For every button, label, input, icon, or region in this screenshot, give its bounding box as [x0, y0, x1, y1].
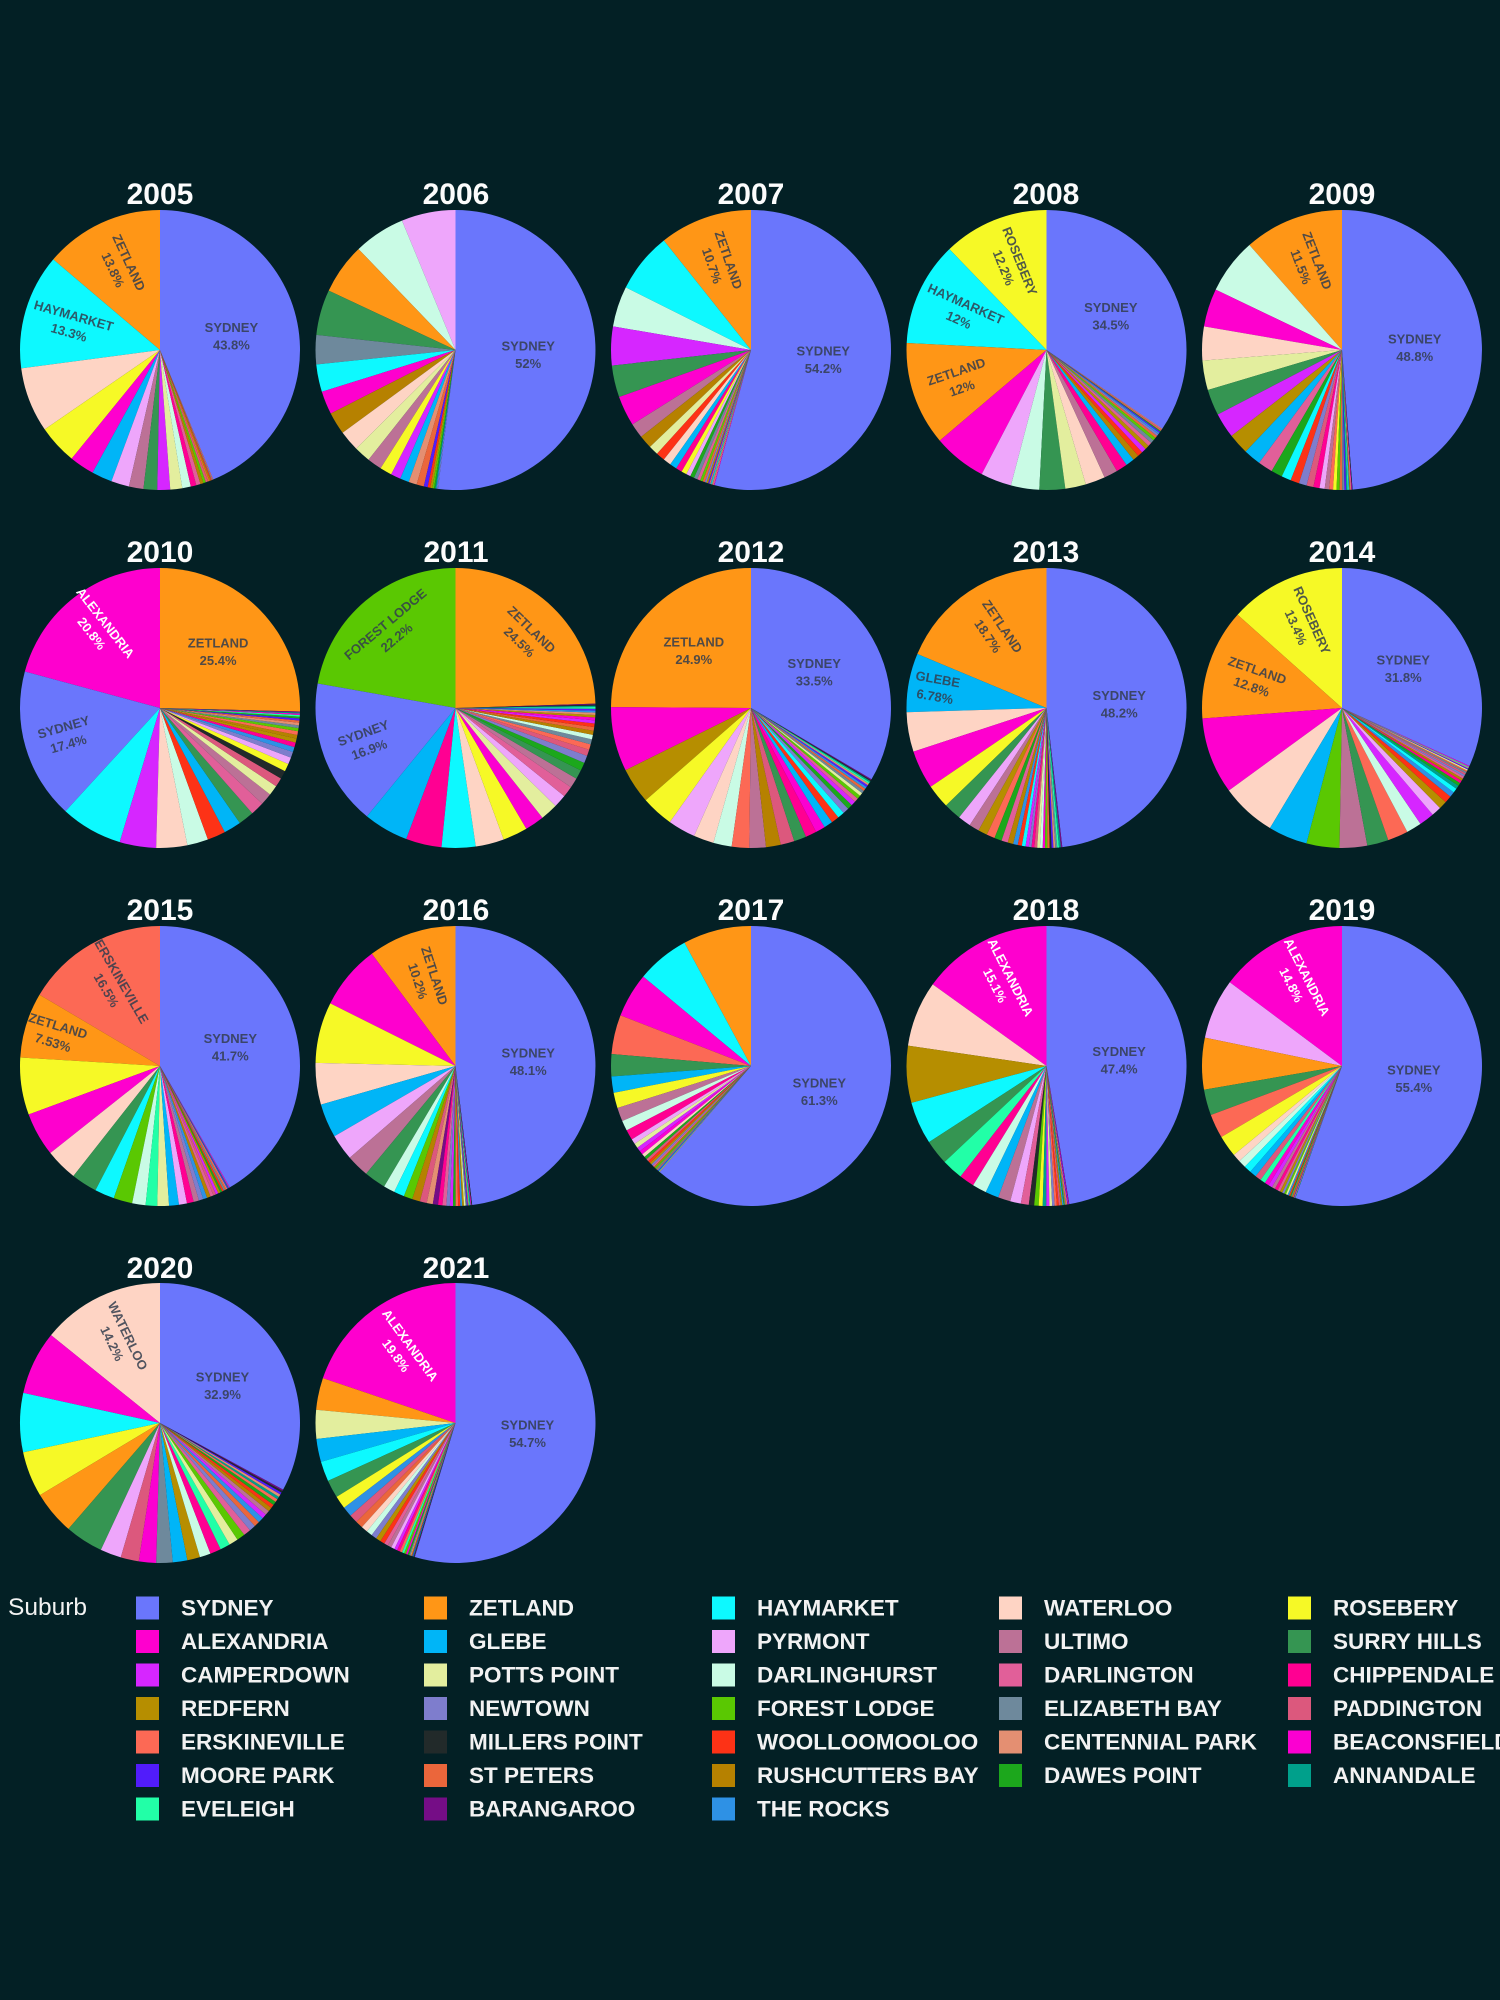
svg-text:2021: 2021 [423, 1252, 490, 1285]
svg-text:SYDNEY: SYDNEY [181, 1596, 274, 1621]
svg-text:ELIZABETH BAY: ELIZABETH BAY [1044, 1696, 1222, 1721]
svg-text:32.9%: 32.9% [204, 1387, 241, 1402]
svg-text:PYRMONT: PYRMONT [757, 1629, 870, 1654]
svg-text:SURRY HILLS: SURRY HILLS [1333, 1629, 1482, 1654]
svg-text:2012: 2012 [718, 536, 785, 569]
svg-text:2009: 2009 [1309, 178, 1376, 211]
svg-text:6.78%: 6.78% [915, 686, 954, 707]
svg-text:48.8%: 48.8% [1396, 349, 1433, 364]
svg-text:2015: 2015 [127, 894, 194, 927]
svg-text:31.8%: 31.8% [1385, 670, 1422, 685]
svg-text:34.5%: 34.5% [1092, 317, 1129, 332]
svg-text:48.1%: 48.1% [510, 1063, 547, 1078]
svg-text:2016: 2016 [423, 894, 490, 927]
svg-text:NEWTOWN: NEWTOWN [469, 1696, 590, 1721]
svg-text:SYDNEY: SYDNEY [796, 344, 850, 359]
svg-text:ROSEBERY: ROSEBERY [1333, 1596, 1458, 1621]
svg-text:DARLINGTON: DARLINGTON [1044, 1663, 1194, 1688]
svg-text:2018: 2018 [1013, 894, 1080, 927]
svg-text:SYDNEY: SYDNEY [1092, 1044, 1146, 1059]
svg-text:SYDNEY: SYDNEY [501, 1046, 555, 1061]
svg-text:SYDNEY: SYDNEY [501, 339, 555, 354]
svg-text:ANNANDALE: ANNANDALE [1333, 1763, 1476, 1788]
svg-text:SYDNEY: SYDNEY [787, 656, 841, 671]
svg-text:ERSKINEVILLE: ERSKINEVILLE [181, 1730, 345, 1755]
svg-text:ZETLAND: ZETLAND [469, 1596, 574, 1621]
svg-text:2013: 2013 [1013, 536, 1080, 569]
svg-text:SYDNEY: SYDNEY [1388, 331, 1442, 346]
svg-text:ST PETERS: ST PETERS [469, 1763, 594, 1788]
svg-text:2007: 2007 [718, 178, 785, 211]
svg-text:2006: 2006 [423, 178, 490, 211]
svg-text:55.4%: 55.4% [1395, 1080, 1432, 1095]
svg-text:GLEBE: GLEBE [469, 1629, 547, 1654]
svg-text:ZETLAND: ZETLAND [188, 635, 249, 650]
svg-text:2019: 2019 [1309, 894, 1376, 927]
svg-text:POTTS POINT: POTTS POINT [469, 1663, 619, 1688]
svg-text:47.4%: 47.4% [1101, 1062, 1138, 1077]
svg-text:54.7%: 54.7% [509, 1435, 546, 1450]
svg-text:REDFERN: REDFERN [181, 1696, 290, 1721]
svg-text:FOREST LODGE: FOREST LODGE [757, 1696, 935, 1721]
svg-text:SYDNEY: SYDNEY [1387, 1062, 1441, 1077]
svg-text:WOOLLOOMOOLOO: WOOLLOOMOOLOO [757, 1730, 978, 1755]
svg-text:CAMPERDOWN: CAMPERDOWN [181, 1663, 350, 1688]
svg-text:SYDNEY: SYDNEY [501, 1418, 555, 1433]
svg-text:RUSHCUTTERS BAY: RUSHCUTTERS BAY [757, 1763, 979, 1788]
svg-text:SYDNEY: SYDNEY [793, 1075, 847, 1090]
svg-text:2005: 2005 [127, 178, 194, 211]
svg-text:WATERLOO: WATERLOO [1044, 1596, 1172, 1621]
svg-text:2014: 2014 [1309, 536, 1376, 569]
svg-text:43.8%: 43.8% [213, 337, 250, 352]
svg-text:52%: 52% [515, 356, 541, 371]
svg-text:SYDNEY: SYDNEY [196, 1370, 250, 1385]
svg-text:61.3%: 61.3% [801, 1093, 838, 1108]
svg-text:EVELEIGH: EVELEIGH [181, 1797, 295, 1822]
svg-text:SYDNEY: SYDNEY [204, 1031, 258, 1046]
svg-text:24.9%: 24.9% [675, 652, 712, 667]
svg-text:54.2%: 54.2% [805, 361, 842, 376]
svg-text:MILLERS POINT: MILLERS POINT [469, 1730, 643, 1755]
svg-text:SYDNEY: SYDNEY [1092, 688, 1146, 703]
svg-text:THE ROCKS: THE ROCKS [757, 1797, 890, 1822]
svg-text:DARLINGHURST: DARLINGHURST [757, 1663, 937, 1688]
svg-text:BEACONSFIELD: BEACONSFIELD [1333, 1730, 1500, 1755]
svg-text:2011: 2011 [423, 536, 488, 569]
svg-text:HAYMARKET: HAYMARKET [757, 1596, 899, 1621]
svg-text:25.4%: 25.4% [200, 653, 237, 668]
svg-text:2017: 2017 [718, 894, 785, 927]
svg-text:SYDNEY: SYDNEY [1376, 653, 1430, 668]
svg-text:Suburb: Suburb [8, 1594, 87, 1621]
svg-text:2020: 2020 [127, 1252, 194, 1285]
svg-text:DAWES POINT: DAWES POINT [1044, 1763, 1202, 1788]
svg-text:SYDNEY: SYDNEY [205, 320, 259, 335]
svg-text:PADDINGTON: PADDINGTON [1333, 1696, 1482, 1721]
svg-text:48.2%: 48.2% [1101, 705, 1138, 720]
svg-text:33.5%: 33.5% [796, 673, 833, 688]
svg-text:ALEXANDRIA: ALEXANDRIA [181, 1629, 329, 1654]
svg-text:2010: 2010 [127, 536, 194, 569]
svg-text:CHIPPENDALE: CHIPPENDALE [1333, 1663, 1494, 1688]
svg-text:CENTENNIAL PARK: CENTENNIAL PARK [1044, 1730, 1258, 1755]
svg-text:2008: 2008 [1013, 178, 1080, 211]
svg-text:MOORE PARK: MOORE PARK [181, 1763, 335, 1788]
svg-text:ZETLAND: ZETLAND [663, 634, 724, 649]
svg-text:41.7%: 41.7% [212, 1049, 249, 1064]
svg-text:ULTIMO: ULTIMO [1044, 1629, 1129, 1654]
svg-text:BARANGAROO: BARANGAROO [469, 1797, 635, 1822]
svg-text:SYDNEY: SYDNEY [1084, 300, 1138, 315]
